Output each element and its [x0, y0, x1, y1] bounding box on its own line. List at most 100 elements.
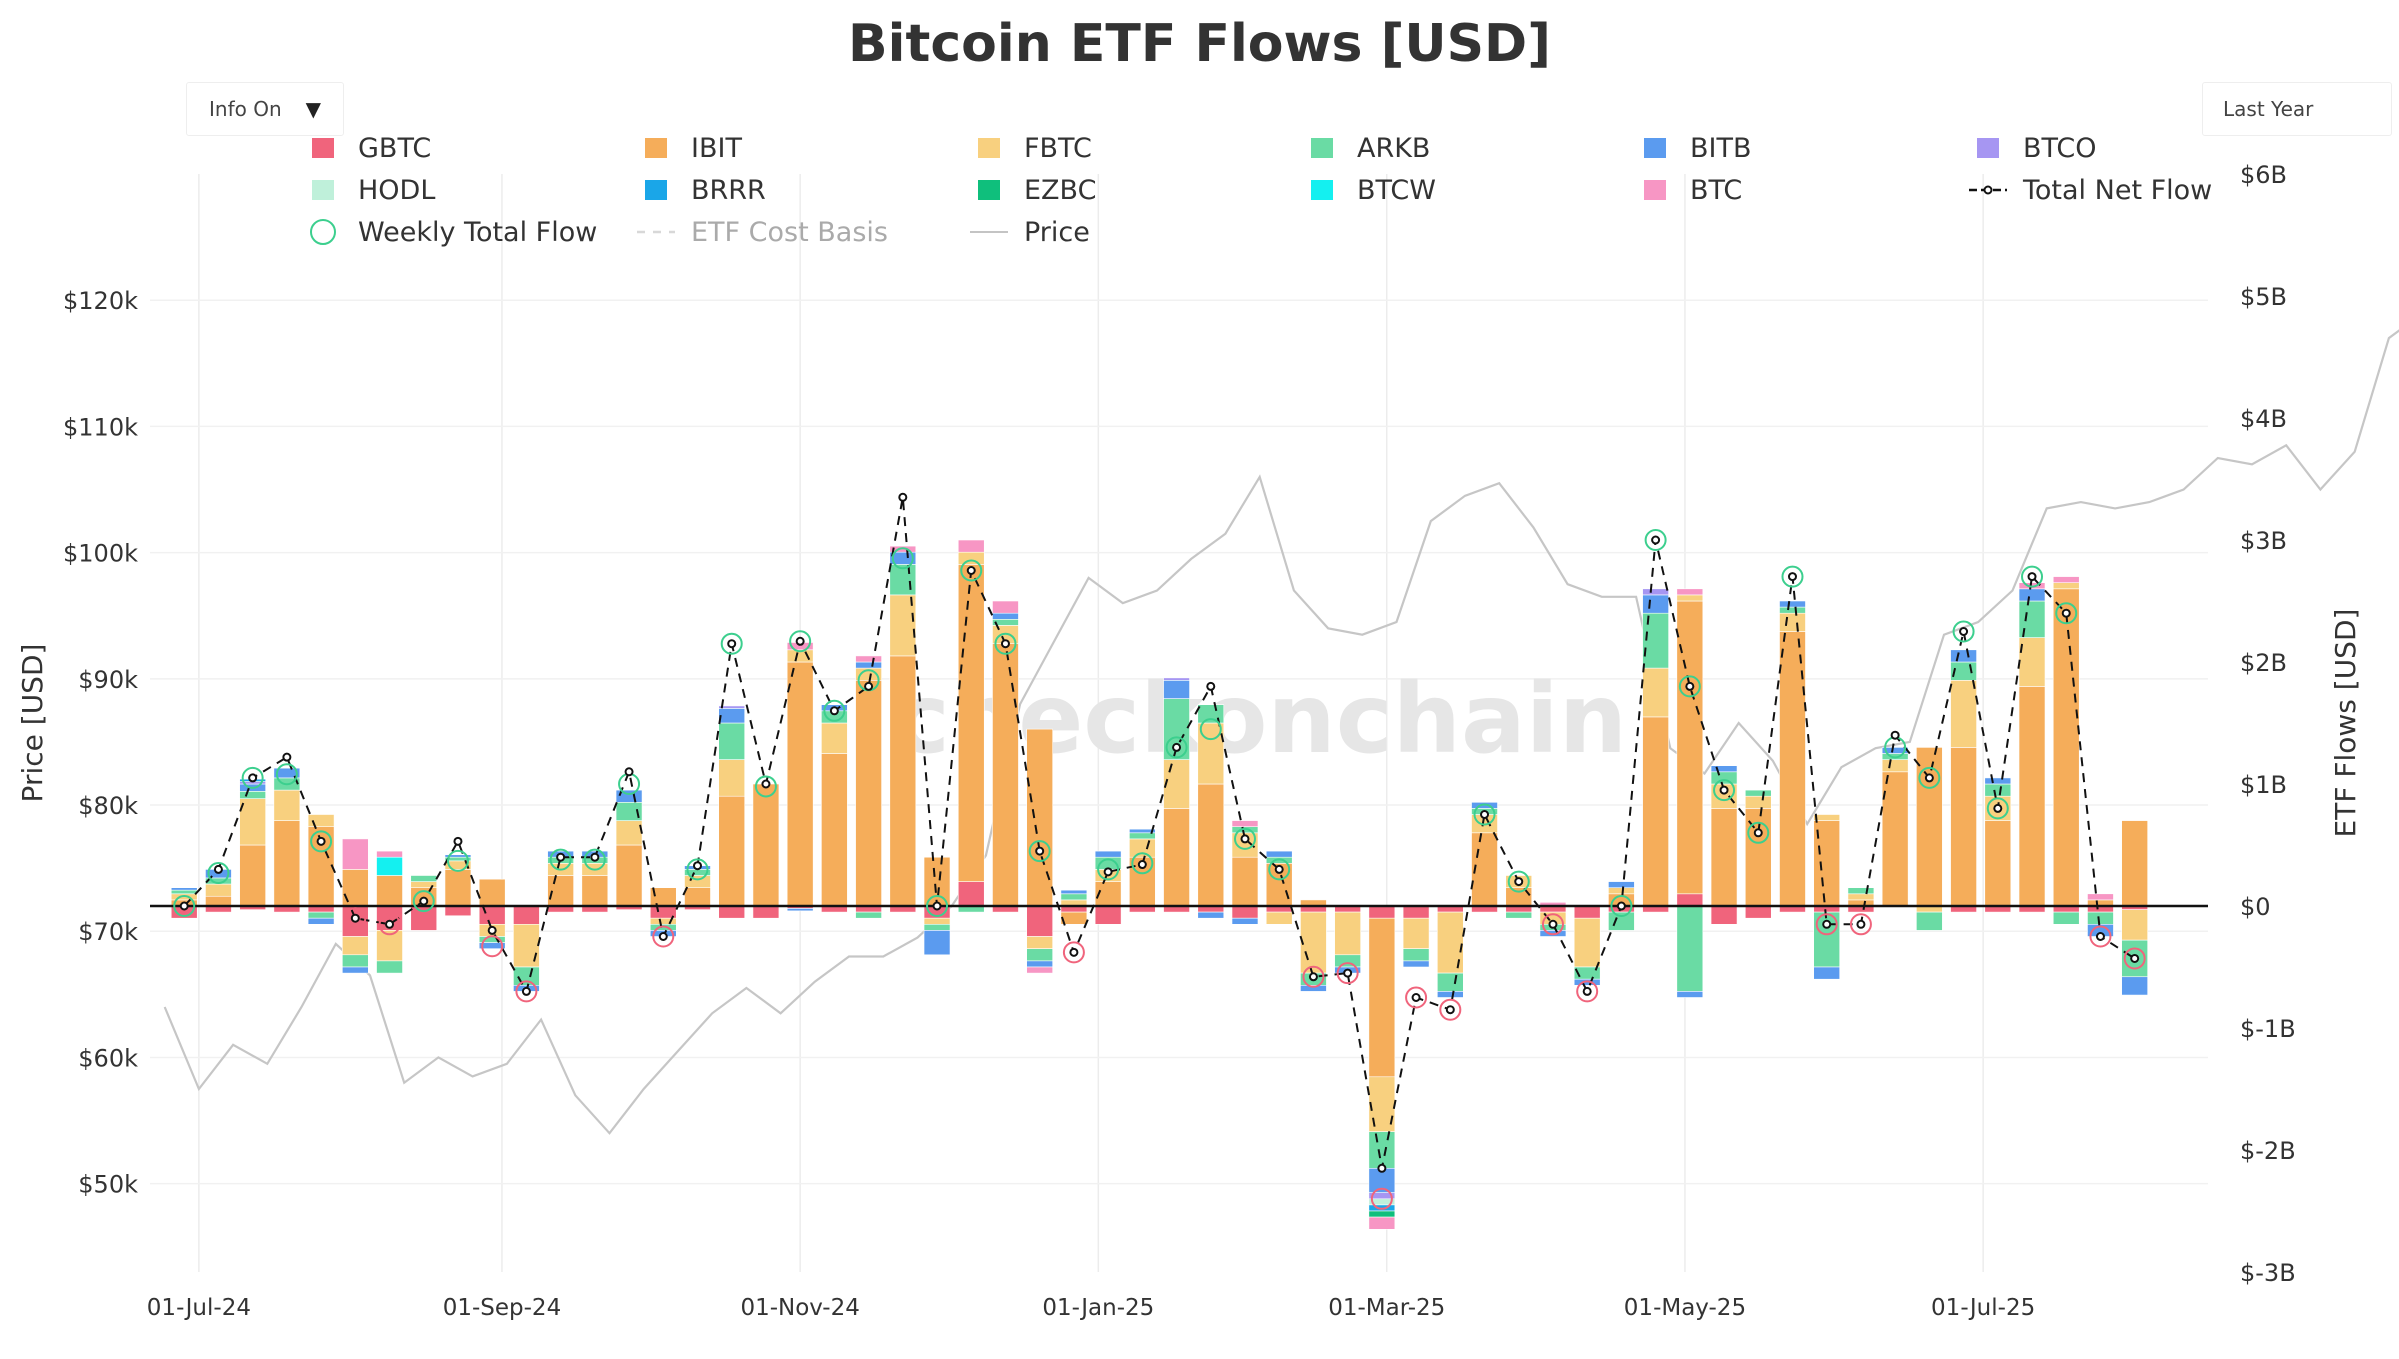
bar-segment-btco: [1163, 677, 1190, 681]
net-flow-point-38: [1480, 810, 1490, 819]
net-flow-point-23: [966, 566, 976, 575]
bar-segment-fbtc: [1813, 814, 1841, 821]
net-flow-point-49: [1856, 919, 1866, 929]
weekly-total-marker-22: [926, 895, 949, 917]
week-bar-2: [239, 778, 266, 910]
bar-segment-ibit: [1984, 820, 2012, 907]
bar-segment-arkb: [2087, 911, 2114, 925]
bar-segment-fbtc: [1402, 917, 1430, 950]
legend-item-btc: BTC: [1644, 175, 1742, 206]
bar-segment-btc: [1026, 966, 1053, 974]
net-flow-point-28: [1137, 860, 1147, 870]
y-right-tick-label: $1B: [2240, 771, 2287, 799]
bar-segment-arkb: [1847, 887, 1875, 895]
weekly-total-marker-7: [412, 890, 435, 913]
bar-segment-arkb: [342, 954, 369, 968]
caret-down-icon: ▼: [305, 97, 321, 121]
legend-item-btcw: BTCW: [1311, 175, 1436, 206]
week-bar-13: [615, 789, 643, 910]
week-bar-6: [376, 850, 403, 974]
bar-segment-ibit: [923, 856, 951, 907]
week-bar-29: [1163, 677, 1190, 913]
bar-segment-ibit: [205, 895, 232, 907]
bar-segment-ibit: [889, 655, 917, 907]
bar-segment-btc: [2052, 576, 2080, 583]
week-bar-3: [273, 767, 301, 913]
range-selector[interactable]: Last Year: [2202, 82, 2392, 136]
bar-segment-ibit: [718, 795, 746, 907]
y-right-tick-label: $2B: [2240, 649, 2287, 677]
net-flow-point-35: [1377, 1163, 1387, 1173]
weekly-total-marker-16: [720, 632, 743, 655]
weekly-total-marker-29: [1165, 736, 1188, 759]
bar-segment-gbtc: [444, 905, 472, 917]
y-left-tick-label: $120k: [63, 287, 138, 315]
bar-segment-fbtc: [273, 789, 301, 821]
net-flow-point-19: [829, 706, 839, 716]
bar-segment-gbtc: [1368, 905, 1396, 919]
bar-segment-ibit: [1197, 783, 1225, 907]
bar-segment-ibit: [1642, 716, 1669, 907]
legend-label: HODL: [358, 175, 435, 206]
bar-segment-arkb: [376, 960, 403, 974]
net-flow-point-29: [1172, 742, 1182, 752]
weekly-total-marker-12: [583, 848, 606, 871]
week-bar-48: [1813, 814, 1841, 980]
legend-item-arkb: ARKB: [1311, 133, 1430, 164]
bar-segment-arkb: [1197, 704, 1225, 724]
week-bar-8: [444, 854, 472, 917]
bar-segment-bitb: [1950, 649, 1977, 663]
bar-segment-gbtc: [1573, 905, 1601, 919]
legend-label: BRRR: [691, 175, 766, 206]
net-flow-point-57: [2130, 953, 2140, 963]
weekly-total-marker-36: [1405, 986, 1428, 1009]
y-left-tick-label: $100k: [63, 540, 138, 568]
bar-segment-fbtc: [2018, 637, 2046, 687]
net-flow-point-43: [1651, 535, 1661, 545]
week-bar-23: [957, 539, 985, 913]
net-flow-point-25: [1035, 846, 1045, 856]
bar-segment-bitb: [273, 767, 301, 779]
legend-label: IBIT: [691, 133, 742, 164]
bar-segment-fbtc: [1676, 594, 1704, 602]
y-right-tick-label: $5B: [2240, 283, 2287, 311]
bar-segment-gbtc: [513, 905, 540, 925]
weekly-total-marker-33: [1302, 965, 1325, 988]
bar-segment-fbtc: [2052, 582, 2080, 590]
bar-segment-ibit: [2121, 820, 2148, 907]
bar-segment-ibit: [1744, 808, 1772, 907]
bar-segment-arkb: [1779, 606, 1806, 614]
legend-item-fbtc: FBTC: [978, 133, 1092, 164]
bar-segment-ibit: [1163, 808, 1190, 907]
net-flow-point-11: [556, 852, 566, 862]
lines: [173, 492, 2146, 1210]
bar-segment-arkb: [1710, 771, 1738, 785]
weekly-total-marker-35: [1370, 1187, 1393, 1210]
net-flow-point-46: [1753, 828, 1763, 838]
weekly-total-marker-30: [1199, 718, 1222, 741]
week-bar-41: [1573, 905, 1601, 986]
bar-segment-ibit: [376, 875, 403, 907]
legend-swatch: [1977, 138, 1999, 158]
net-flow-point-54: [2027, 572, 2037, 582]
weekly-total-marker-57: [2123, 947, 2146, 970]
weekly-total-marker-23: [960, 559, 983, 582]
legend-item-btco: BTCO: [1977, 133, 2097, 164]
y-left-tick-label: $60k: [78, 1044, 138, 1072]
bar-segment-fbtc: [2121, 909, 2148, 941]
net-flow-point-53: [1993, 803, 2003, 813]
weekly-total-marker-6: [378, 913, 401, 936]
bar-segment-ibit: [239, 844, 266, 907]
info-dropdown[interactable]: Info On ▼: [186, 82, 344, 136]
y-right-tick-label: $0: [2240, 893, 2271, 921]
bar-segment-ibit: [684, 887, 711, 907]
bar-segment-bitb: [342, 966, 369, 974]
bar-segment-ibit: [342, 869, 369, 907]
weekly-total-marker-55: [2055, 602, 2078, 625]
bar-segment-ibit: [1950, 747, 1977, 907]
weekly-total-marker-48: [1815, 913, 1838, 936]
week-bar-44: [1676, 588, 1704, 998]
bar-segment-gbtc: [752, 905, 780, 919]
net-flow-point-56: [2095, 932, 2105, 941]
